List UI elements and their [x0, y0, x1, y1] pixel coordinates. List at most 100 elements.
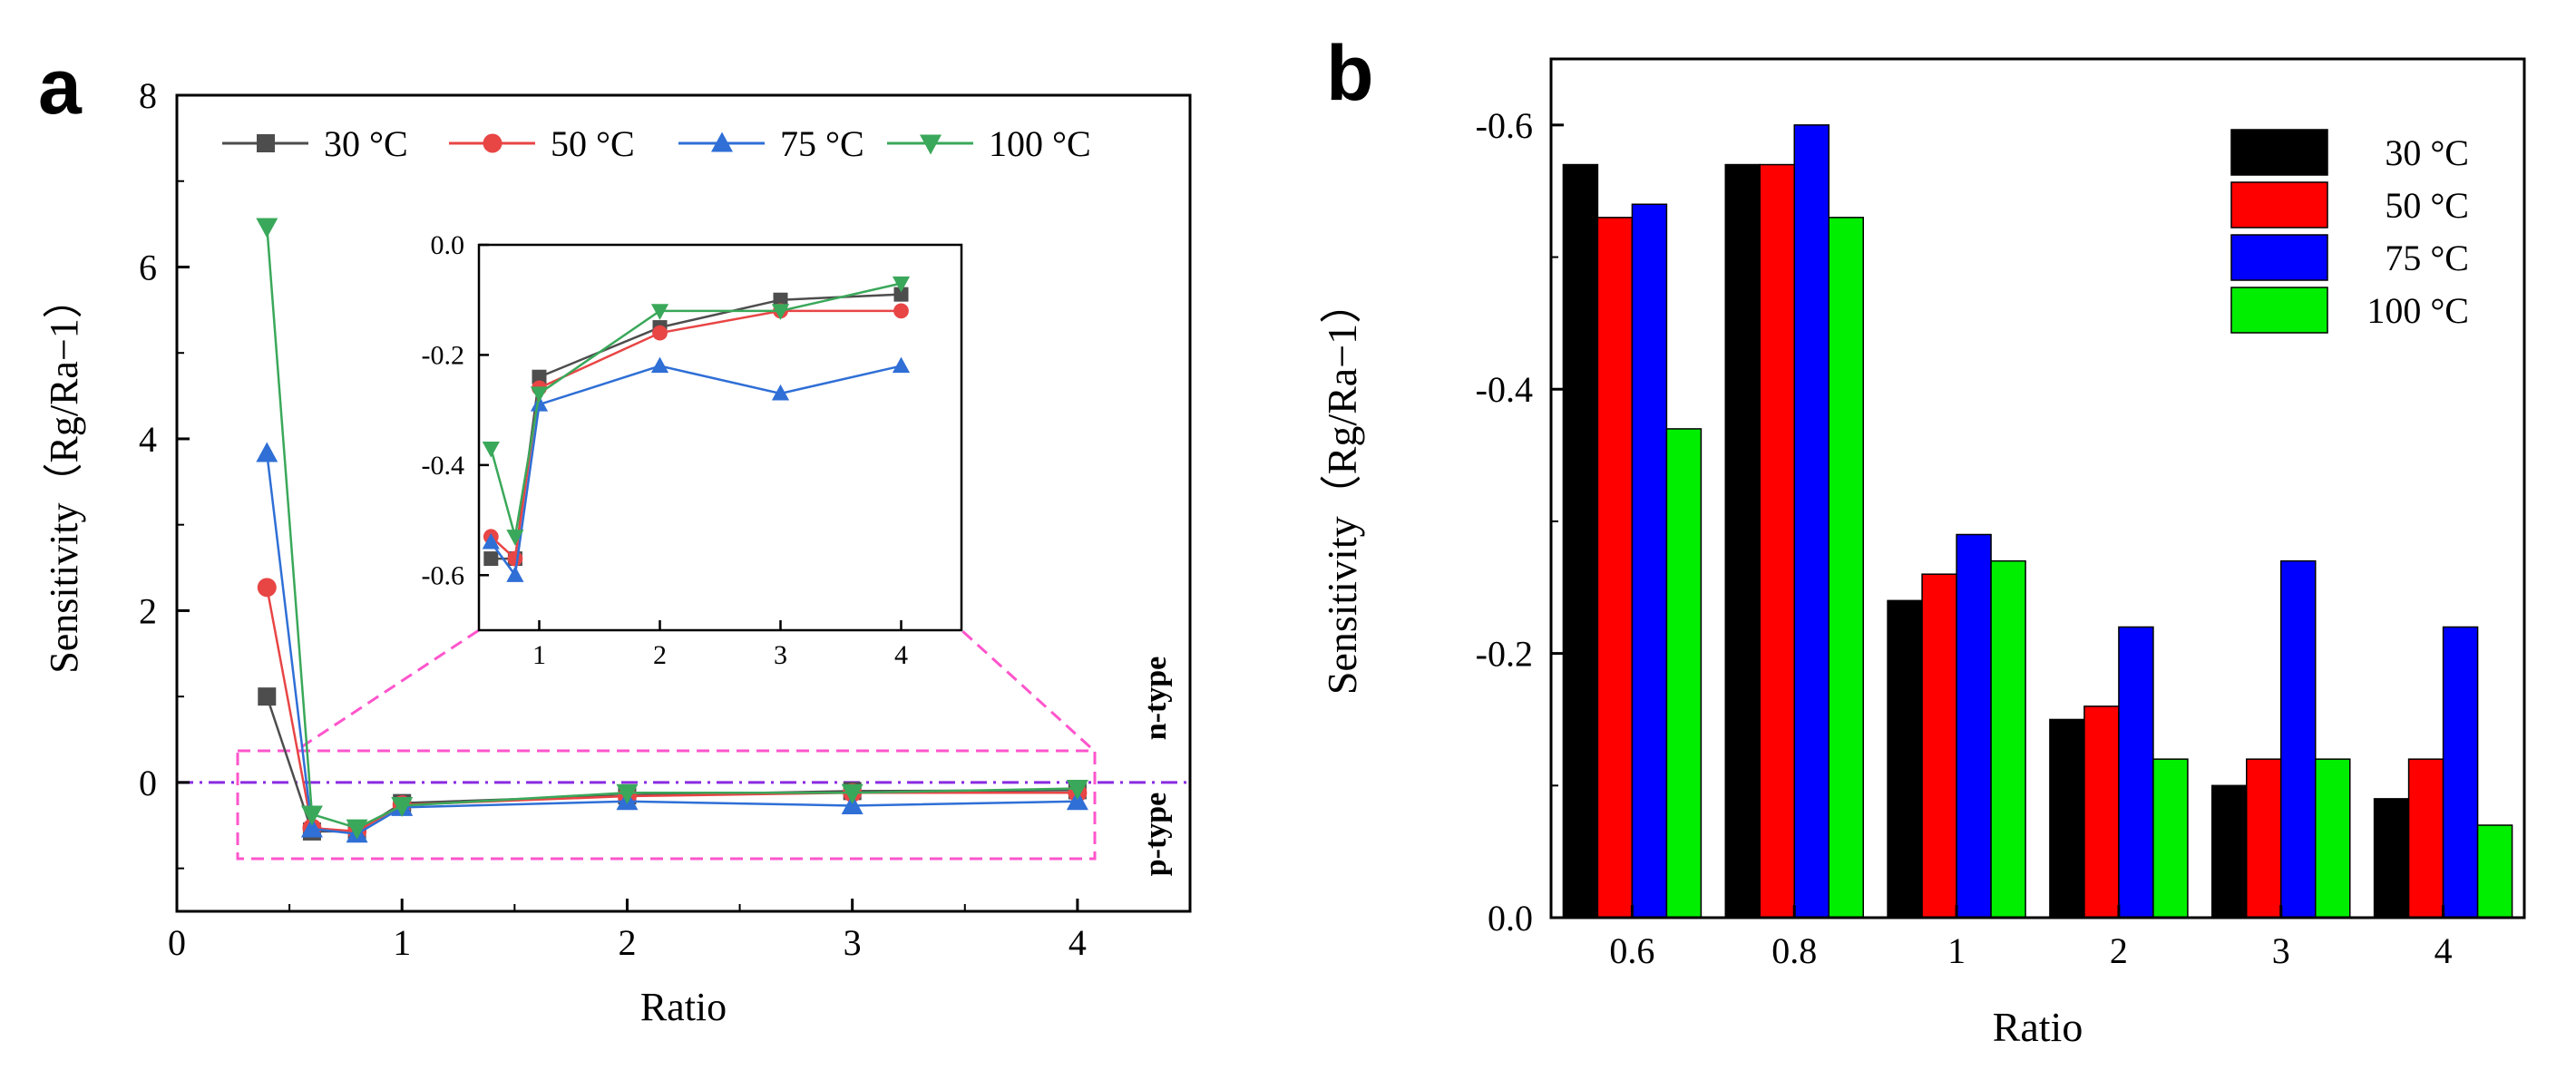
panel-b-bars: [1562, 124, 2513, 919]
x-tick-label: 2: [618, 922, 636, 963]
inset-y-tick-label: -0.6: [422, 560, 465, 590]
zoom-connector-right: [960, 628, 1092, 749]
panel-a-x-axis-label: Ratio: [640, 985, 727, 1029]
inset-data-point: [482, 532, 500, 550]
inset-data-point: [530, 386, 549, 403]
data-point: [1066, 780, 1088, 801]
zoom-connector-left: [300, 628, 480, 749]
panel-a-inset-chart: 1 2 3 4 0.0 -0.2 -0.4 -0.6: [422, 230, 963, 670]
data-point: [346, 819, 368, 840]
inset-x-tick-label: 4: [894, 640, 908, 670]
panel-b-y-axis-label: Sensitivity（Rg/Ra−1）: [1319, 282, 1365, 695]
inset-data-point: [532, 369, 547, 384]
legend-swatch: [2230, 234, 2328, 281]
data-point: [300, 817, 323, 838]
x-tick-label: 0.6: [1609, 930, 1654, 971]
panel-a-legend[interactable]: 30 °C 50 °C 75 °C 100 °C: [222, 123, 1091, 164]
legend-swatch: [2230, 287, 2328, 334]
inset-data-point: [506, 566, 524, 582]
inset-data-point: [771, 304, 790, 320]
panel-b-legend[interactable]: 30 °C 50 °C 75 °C 100 °C: [2230, 129, 2469, 334]
bar: [2152, 758, 2189, 919]
data-point: [391, 796, 414, 817]
bar: [2211, 784, 2248, 919]
bar: [2049, 718, 2085, 919]
inset-plot-frame: [477, 243, 963, 632]
legend-marker: [920, 134, 942, 155]
panel-a-plot-frame: [175, 93, 1192, 913]
bar: [2407, 758, 2444, 919]
bar: [1596, 217, 1634, 919]
panel-b-chart: 0.6 0.8 1 2 3 4 0.0 -0.2 -0.4 -0.6 30 °C 50 °C 75 °…: [1319, 57, 2526, 1050]
inset-data-point: [893, 287, 909, 302]
inset-data-point: [773, 292, 788, 307]
x-tick-label: 4: [2435, 930, 2453, 971]
bar: [1665, 428, 1703, 919]
bar: [1921, 573, 1957, 919]
inset-series-line: [490, 282, 902, 538]
inset-data-point: [506, 530, 524, 546]
legend-label: 50 °C: [551, 123, 635, 164]
inset-y-tick-label: -0.4: [422, 451, 465, 481]
inset-data-point: [893, 303, 909, 319]
legend-label: 100 °C: [2366, 290, 2469, 331]
zoom-rectangle: [236, 749, 1097, 861]
x-tick-label: 0: [168, 922, 186, 963]
y-tick-label: -0.6: [1476, 105, 1533, 146]
panel-a-series: [256, 218, 1088, 843]
data-point: [257, 578, 277, 598]
x-tick-label: 4: [1068, 922, 1087, 963]
legend-label: 30 °C: [324, 123, 408, 164]
x-tick-label: 2: [2110, 930, 2128, 971]
data-point: [616, 783, 639, 804]
y-tick-label: 0.0: [1488, 898, 1533, 939]
panel-a-y-axis-label: Sensitivity（Rg/Ra−1）: [42, 278, 86, 674]
bar: [2476, 824, 2513, 919]
bar: [2118, 626, 2154, 919]
panel-b-x-axis-label: Ratio: [1993, 1004, 2083, 1050]
bar: [1956, 533, 1992, 919]
legend-label: 50 °C: [2385, 185, 2469, 226]
bar: [2246, 758, 2282, 919]
y-tick-label: 4: [139, 419, 157, 460]
inset-data-point: [650, 304, 669, 320]
data-point: [256, 218, 278, 238]
legend-label: 75 °C: [2385, 238, 2469, 278]
inset-y-tick-label: 0.0: [431, 230, 465, 260]
bar: [1562, 163, 1599, 919]
x-tick-label: 1: [1947, 930, 1966, 971]
x-tick-label: 3: [2272, 930, 2290, 971]
panel-b-ticks: 0.6 0.8 1 2 3 4 0.0 -0.2 -0.4 -0.6: [1476, 105, 2453, 971]
y-tick-label: 8: [139, 75, 157, 116]
inset-ticks: 1 2 3 4 0.0 -0.2 -0.4 -0.6: [422, 230, 909, 670]
panel-b-plot-frame: [1549, 57, 2526, 919]
data-point: [841, 793, 864, 814]
inset-data-point: [892, 276, 911, 293]
data-point: [300, 805, 323, 826]
panel-a-label: a: [38, 44, 83, 131]
bar: [1793, 124, 1830, 919]
inset-data-point: [771, 384, 790, 401]
zoom-indicator: [236, 628, 1097, 861]
panel-a-ticks: 0 1 2 3 4 0 2 4 6 8: [139, 75, 1087, 963]
inset-data-point: [507, 550, 523, 567]
y-tick-label: -0.2: [1476, 634, 1533, 675]
bar: [1631, 203, 1668, 919]
legend-swatch: [2230, 129, 2328, 176]
x-tick-label: 3: [844, 922, 862, 963]
bar: [1990, 559, 2026, 919]
panel-a-chart: 0 1 2 3 4 0 2 4 6 8 30 °C 50 °C 75 °C 100 °C Ratio S…: [42, 75, 1192, 1029]
inset-y-tick-label: -0.2: [422, 340, 465, 370]
inset-series-line: [490, 365, 902, 579]
data-point: [258, 687, 277, 706]
inset-data-point: [892, 356, 911, 374]
legend-marker: [483, 133, 503, 153]
bar: [1724, 163, 1761, 919]
x-tick-label: 1: [393, 922, 411, 963]
n-type-annotation: n-type: [1139, 657, 1173, 741]
data-point: [256, 442, 278, 462]
bar: [2373, 798, 2410, 919]
y-tick-label: 2: [139, 590, 157, 631]
bar: [1759, 163, 1795, 919]
